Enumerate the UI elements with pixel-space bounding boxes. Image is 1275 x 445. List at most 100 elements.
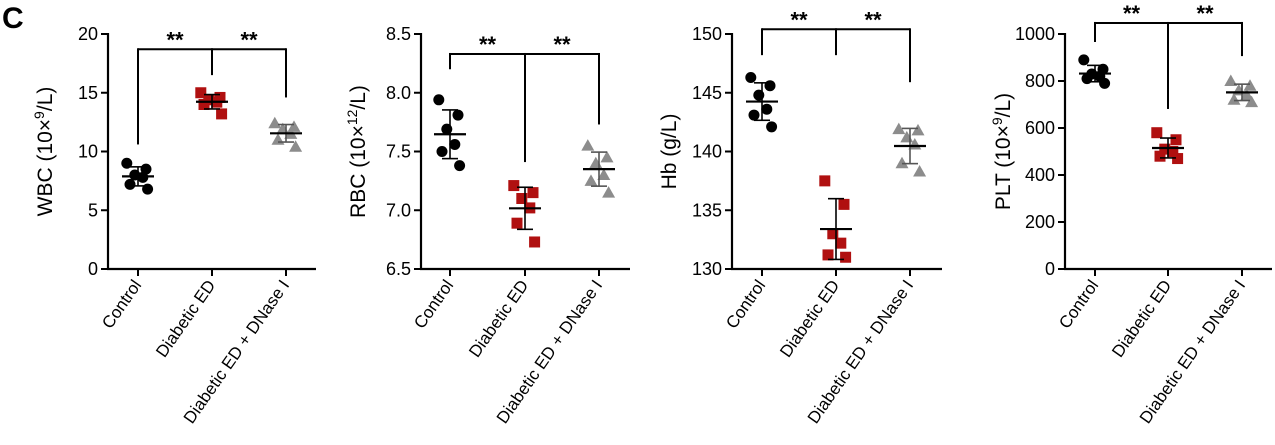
data-point — [1159, 143, 1171, 155]
data-point — [124, 178, 136, 190]
data-point — [1245, 95, 1259, 108]
data-point — [1099, 77, 1111, 89]
data-point — [454, 160, 466, 172]
data-point — [511, 217, 523, 229]
y-tick-label: 1000 — [1015, 24, 1055, 44]
data-point — [216, 108, 228, 120]
x-tick-label: Diabetic ED — [776, 276, 843, 360]
data-point — [449, 138, 461, 150]
y-axis-label: WBC (10×9/L) — [31, 87, 57, 217]
y-tick-label: 7.0 — [386, 200, 411, 220]
y-tick-label: 5 — [88, 200, 98, 220]
y-tick-label: 800 — [1025, 71, 1055, 91]
data-point — [600, 150, 614, 163]
y-tick-label: 7.5 — [386, 142, 411, 162]
data-point — [745, 71, 757, 83]
data-point — [452, 109, 464, 121]
data-point — [895, 156, 909, 169]
series-diabetic-ed — [508, 180, 541, 248]
data-point — [271, 133, 285, 145]
data-point — [1224, 74, 1238, 86]
data-point — [819, 175, 831, 187]
data-point — [840, 251, 852, 263]
y-axis-label: RBC (10×12/L) — [344, 85, 370, 218]
series-diabetic-ed — [1151, 127, 1184, 165]
series-control — [121, 157, 154, 195]
data-point — [195, 87, 207, 99]
significance-stars: ** — [166, 27, 184, 52]
y-tick-label: 400 — [1025, 165, 1055, 185]
y-tick-label: 8.0 — [386, 83, 411, 103]
series-diabetic-ed-dnase-i — [1224, 74, 1259, 108]
data-point — [121, 157, 133, 169]
y-tick-label: 15 — [78, 83, 98, 103]
significance-stars: ** — [553, 32, 571, 57]
y-tick-label: 0 — [88, 259, 98, 279]
data-point — [913, 164, 927, 177]
y-tick-label: 140 — [692, 142, 722, 162]
x-tick-label: Control — [410, 276, 457, 332]
y-label-main: WBC (10× — [34, 119, 57, 216]
x-tick-label: Diabetic ED — [465, 276, 532, 360]
significance-stars: ** — [1123, 1, 1141, 26]
data-point — [822, 249, 834, 261]
series-diabetic-ed — [195, 87, 228, 120]
x-tick-label: Control — [1055, 276, 1102, 332]
significance-stars: ** — [790, 7, 808, 32]
data-point — [835, 237, 847, 249]
data-point — [602, 186, 616, 198]
data-point — [1167, 146, 1179, 157]
data-point — [433, 94, 445, 106]
y-tick-label: 6.5 — [386, 259, 411, 279]
y-label-main: RBC (10× — [347, 125, 370, 218]
data-point — [508, 180, 520, 192]
significance-stars: ** — [240, 27, 258, 52]
y-axis-label: PLT (10×9/L) — [989, 93, 1015, 210]
series-control — [745, 71, 778, 133]
y-label-main: Hb (g/L) — [658, 114, 681, 190]
y-label-superscript: 9 — [31, 111, 47, 119]
data-point — [527, 187, 539, 199]
data-point — [436, 146, 448, 157]
data-point — [516, 193, 528, 204]
y-label-superscript: 12 — [344, 109, 360, 125]
y-tick-label: 20 — [78, 24, 98, 44]
y-label-main: PLT (10× — [992, 125, 1015, 210]
y-tick-label: 600 — [1025, 118, 1055, 138]
data-point — [289, 140, 303, 152]
y-label-unit: /L) — [347, 85, 370, 110]
series-diabetic-ed-dnase-i — [892, 122, 927, 177]
series-diabetic-ed-dnase-i — [581, 139, 616, 198]
data-point — [268, 116, 282, 129]
y-label-unit: /L) — [34, 87, 57, 112]
x-tick-label: Control — [722, 276, 769, 332]
data-point — [761, 103, 773, 115]
y-tick-label: 145 — [692, 83, 722, 103]
data-point — [1240, 88, 1254, 101]
data-point — [1151, 127, 1163, 139]
significance-stars: ** — [864, 7, 882, 32]
data-point — [911, 123, 925, 136]
y-axis-label: Hb (g/L) — [658, 114, 681, 190]
y-label-unit: /L) — [992, 93, 1015, 118]
data-point — [581, 139, 595, 151]
series-control — [433, 94, 466, 172]
data-point — [827, 228, 839, 240]
y-label-superscript: 9 — [989, 117, 1005, 125]
data-point — [198, 99, 210, 110]
y-tick-label: 135 — [692, 200, 722, 220]
data-point — [1227, 93, 1241, 105]
significance-stars: ** — [479, 32, 497, 57]
y-tick-label: 8.5 — [386, 24, 411, 44]
y-tick-label: 0 — [1045, 259, 1055, 279]
data-point — [766, 121, 778, 133]
series-diabetic-ed-dnase-i — [268, 116, 303, 152]
panel-2: 6.5 7.0 7.5 8.0 8.5 RBC (10×12/L) Control Diabe… — [344, 24, 630, 427]
data-point — [1078, 54, 1090, 66]
x-tick-label: Control — [98, 276, 145, 332]
y-tick-label: 10 — [78, 142, 98, 162]
x-tick-label: Diabetic ED — [152, 276, 219, 360]
x-tick-label: Diabetic ED — [1108, 276, 1175, 360]
